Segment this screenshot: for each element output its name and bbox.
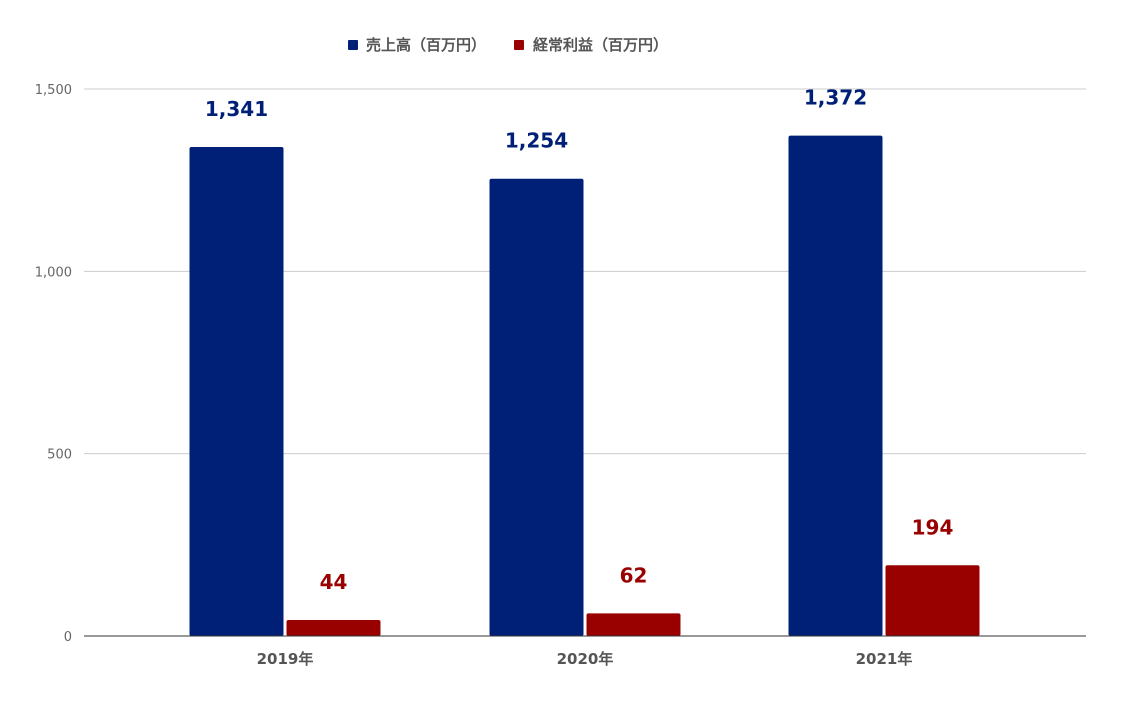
- legend-swatch-sales: [348, 40, 358, 50]
- y-tick-label: 500: [47, 448, 72, 463]
- y-tick-label: 1,000: [35, 265, 72, 280]
- data-label-profit: 194: [912, 515, 954, 539]
- legend: 売上高（百万円） 経常利益（百万円）: [348, 36, 668, 54]
- y-axis: 0 500 1,000 1,500: [35, 83, 72, 645]
- bar-sales: [189, 146, 284, 636]
- legend-label-profit: 経常利益（百万円）: [533, 36, 668, 54]
- y-tick-label: 0: [64, 630, 72, 645]
- x-tick-label: 2019年: [257, 650, 314, 668]
- data-labels: 1,341 44 1,254 62 1,372 194: [205, 86, 954, 594]
- bar-sales: [788, 135, 883, 636]
- data-label-sales: 1,254: [505, 129, 568, 153]
- data-label-profit: 62: [620, 563, 648, 587]
- data-label-sales: 1,372: [804, 86, 867, 110]
- y-tick-label: 1,500: [35, 83, 72, 98]
- x-tick-label: 2021年: [856, 650, 913, 668]
- data-label-sales: 1,341: [205, 97, 268, 121]
- x-tick-label: 2020年: [557, 650, 614, 668]
- bars: [189, 135, 980, 636]
- legend-label-sales: 売上高（百万円）: [366, 36, 486, 54]
- legend-swatch-profit: [514, 40, 524, 50]
- bar-profit: [286, 619, 381, 636]
- bar-profit: [586, 613, 681, 636]
- bar-sales: [489, 178, 584, 636]
- data-label-profit: 44: [320, 570, 348, 594]
- x-axis: 2019年 2020年 2021年: [84, 635, 1086, 668]
- bar-profit: [885, 565, 980, 636]
